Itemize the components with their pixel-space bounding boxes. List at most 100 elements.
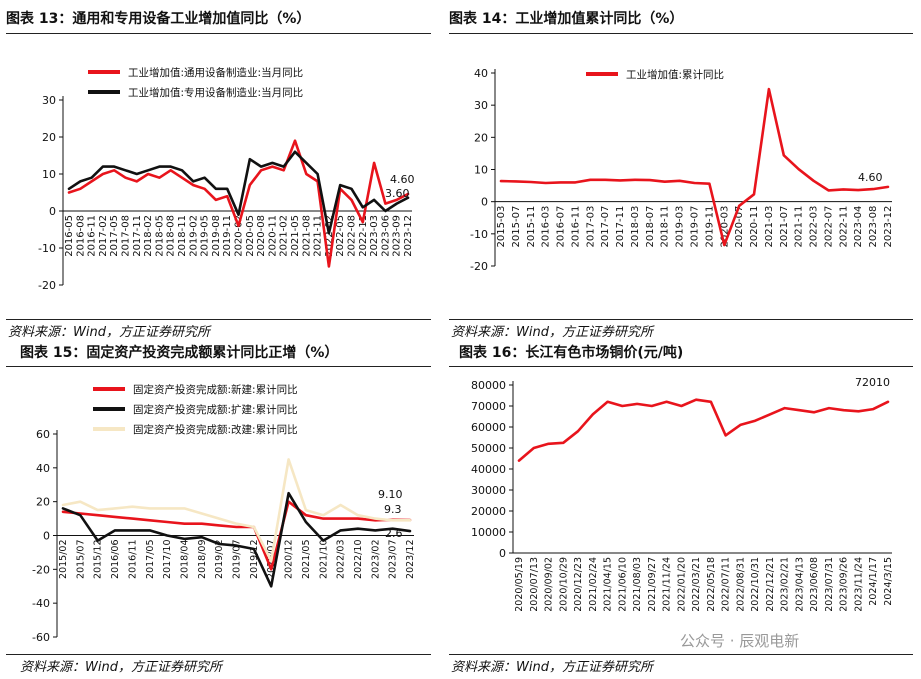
x-tick-label: 2021-08 — [301, 215, 312, 257]
y-tick-label: 30 — [42, 94, 56, 107]
panel-16-source-rule — [449, 654, 913, 655]
x-tick-label: 2015-11 — [526, 206, 537, 248]
panel-15-title: 图表 15：固定资产投资完成额累计同比正增（%） — [20, 345, 339, 361]
panel-14-source: 资料来源：Wind，方正证券研究所 — [451, 325, 653, 340]
data-annotation: 4.60 — [390, 173, 415, 186]
x-tick-label: 2022-11 — [838, 206, 849, 248]
y-tick-label: 10 — [474, 164, 488, 177]
x-tick-label: 2015/07 — [75, 540, 86, 579]
panel-16-source: 资料来源：Wind，方正证券研究所 — [451, 660, 653, 675]
y-tick-label: 60000 — [471, 421, 506, 434]
legend-label: 固定资产投资完成额:扩建:累计同比 — [133, 403, 298, 416]
x-tick-label: 2019/12 — [249, 540, 260, 579]
x-tick-label: 2017/10 — [162, 540, 173, 579]
x-tick-label: 2023-04 — [853, 206, 864, 248]
x-tick-label: 2023/09/26 — [839, 557, 850, 612]
panel-13-source-rule — [6, 319, 431, 320]
x-tick-label: 2021-07 — [779, 206, 790, 248]
x-tick-label: 2023/04/13 — [794, 557, 805, 612]
y-tick-label: 10 — [42, 168, 56, 181]
y-tick-label: 20000 — [471, 505, 506, 518]
x-tick-label: 2021/05 — [301, 540, 312, 579]
x-tick-label: 2018/09 — [197, 540, 208, 579]
data-annotation: 9.10 — [378, 488, 403, 501]
x-tick-label: 2021-11 — [794, 206, 805, 248]
x-tick-label: 2020/12/23 — [573, 557, 584, 612]
x-tick-label: 2017-11 — [615, 206, 626, 248]
x-tick-label: 2016-03 — [541, 206, 552, 248]
series-line-2 — [61, 491, 412, 588]
legend-label: 工业增加值:累计同比 — [626, 68, 724, 81]
x-tick-label: 2019-08 — [211, 215, 222, 257]
legend-label: 固定资产投资完成额:改建:累计同比 — [133, 423, 298, 436]
y-tick-label: 0 — [49, 205, 56, 218]
y-tick-label: 40000 — [471, 463, 506, 476]
data-annotation: 4.60 — [858, 171, 883, 184]
x-tick-label: 2020-05 — [245, 215, 256, 257]
x-tick-label: 2017/05 — [145, 540, 156, 579]
x-tick-label: 2023-03 — [369, 215, 380, 257]
x-tick-label: 2017-03 — [585, 206, 596, 248]
y-tick-label: -10 — [470, 228, 488, 241]
x-tick-label: 2020/10/29 — [558, 557, 569, 612]
chart-14: -20 -10 0 10 20 30 40 2015-03 2015-07 2015-11 2016… — [470, 67, 894, 273]
panel-16-title: 图表 16：长江有色市场铜价(元/吨) — [459, 345, 684, 361]
x-tick-label: 2021/04/15 — [603, 557, 614, 612]
x-tick-label: 2017-11 — [132, 215, 143, 257]
x-tick-label: 2024/1/17 — [868, 557, 879, 606]
legend-label: 固定资产投资完成额:新建:累计同比 — [133, 383, 298, 396]
chart-15: -60 -40 -20 0 20 40 60 2015/02 2015/07 2015/12 201… — [32, 383, 416, 644]
panel-16-title-rule — [449, 366, 913, 367]
x-tick-label: 2023/07/31 — [824, 557, 835, 612]
x-tick-label: 2020/07/13 — [529, 557, 540, 612]
x-tick-label: 2020-11 — [267, 215, 278, 257]
x-tick-label: 2023-08 — [868, 206, 879, 248]
x-tick-label: 2021-02 — [279, 215, 290, 257]
x-tick-label: 2022/10 — [353, 540, 364, 579]
x-tick-label: 2016-11 — [87, 215, 98, 257]
series-line-1 — [499, 87, 890, 247]
x-tick-label: 2020/12 — [284, 540, 295, 579]
panel-13-title: 图表 13：通用和专用设备工业增加值同比（%） — [6, 11, 311, 27]
x-tick-label: 2018-05 — [154, 215, 165, 257]
y-tick-label: 10000 — [471, 526, 506, 539]
x-tick-label: 2023-12 — [403, 215, 414, 257]
x-tick-label: 2016/06 — [110, 540, 121, 579]
x-tick-label: 2022-02 — [324, 215, 335, 257]
x-tick-label: 2023/02 — [370, 540, 381, 579]
x-tick-label: 2017-05 — [109, 215, 120, 257]
x-tick-label: 2022/10/31 — [750, 557, 761, 612]
x-tick-label: 2023/07 — [388, 540, 399, 579]
x-tick-label: 2019-11 — [704, 206, 715, 248]
y-tick-label: 0 — [43, 530, 50, 543]
series-line-1 — [517, 398, 890, 462]
y-tick-label: 30 — [474, 99, 488, 112]
x-tick-label: 2018-03 — [630, 206, 641, 248]
x-tick-label: 2019-07 — [690, 206, 701, 248]
x-tick-label: 2020/09/02 — [544, 557, 555, 612]
y-tick-label: 40 — [36, 462, 50, 475]
panel-13-title-rule — [6, 33, 431, 34]
y-tick-label: 60 — [36, 428, 50, 441]
x-tick-label: 2019/07 — [232, 540, 243, 579]
x-tick-label: 2022/07/11 — [721, 557, 732, 612]
x-tick-label: 2021/08/03 — [632, 557, 643, 612]
x-tick-label: 2023/11/24 — [853, 557, 864, 612]
series-line-3 — [61, 458, 412, 563]
x-tick-label: 2022-07 — [823, 206, 834, 248]
y-tick-label: -40 — [32, 597, 50, 610]
x-tick-label: 2018/04 — [179, 540, 190, 579]
x-tick-label: 2021/02/24 — [588, 557, 599, 612]
x-tick-label: 2020-07 — [734, 206, 745, 248]
x-tick-label: 2023-12 — [883, 206, 894, 248]
x-tick-label: 2021-03 — [764, 206, 775, 248]
x-tick-label: 2017-08 — [121, 215, 132, 257]
y-tick-label: 80000 — [471, 379, 506, 392]
y-tick-label: 20 — [42, 131, 56, 144]
watermark-text: 公众号 · 辰观电新 — [680, 632, 800, 650]
x-tick-label: 2019-05 — [200, 215, 211, 257]
panel-14-source-rule — [449, 319, 913, 320]
panel-15-title-rule — [6, 366, 431, 367]
x-tick-label: 2020-11 — [749, 206, 760, 248]
